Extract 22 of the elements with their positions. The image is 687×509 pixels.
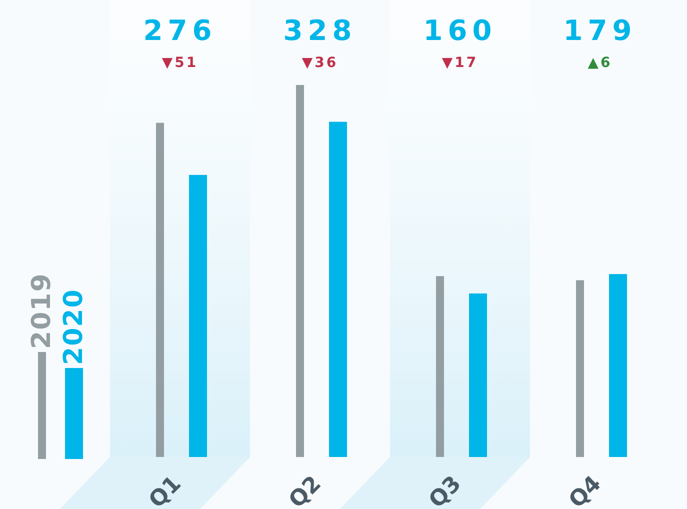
text: 2020 bbox=[59, 288, 89, 365]
bar bbox=[329, 122, 347, 457]
bar bbox=[296, 85, 304, 457]
bar bbox=[609, 274, 627, 457]
data-label: 179 bbox=[563, 14, 637, 47]
bar bbox=[156, 122, 164, 457]
bar bbox=[436, 276, 444, 457]
text: ▲6 bbox=[588, 55, 612, 71]
text: ▼36 bbox=[302, 55, 338, 71]
text: 2019 bbox=[27, 272, 57, 349]
data-label: 276 bbox=[143, 14, 217, 47]
x-tick-label: Q2 bbox=[284, 472, 326, 509]
data-label: 160 bbox=[423, 14, 497, 47]
text: ▼51 bbox=[162, 55, 198, 71]
data-label: 328 bbox=[283, 14, 357, 47]
bar bbox=[189, 174, 207, 457]
x-tick-label: Q3 bbox=[424, 472, 466, 509]
x-tick-label: Q1 bbox=[144, 472, 186, 509]
bar bbox=[469, 293, 487, 457]
text: ▼17 bbox=[442, 55, 478, 71]
bar bbox=[576, 280, 584, 457]
x-tick-label: Q4 bbox=[564, 472, 606, 509]
